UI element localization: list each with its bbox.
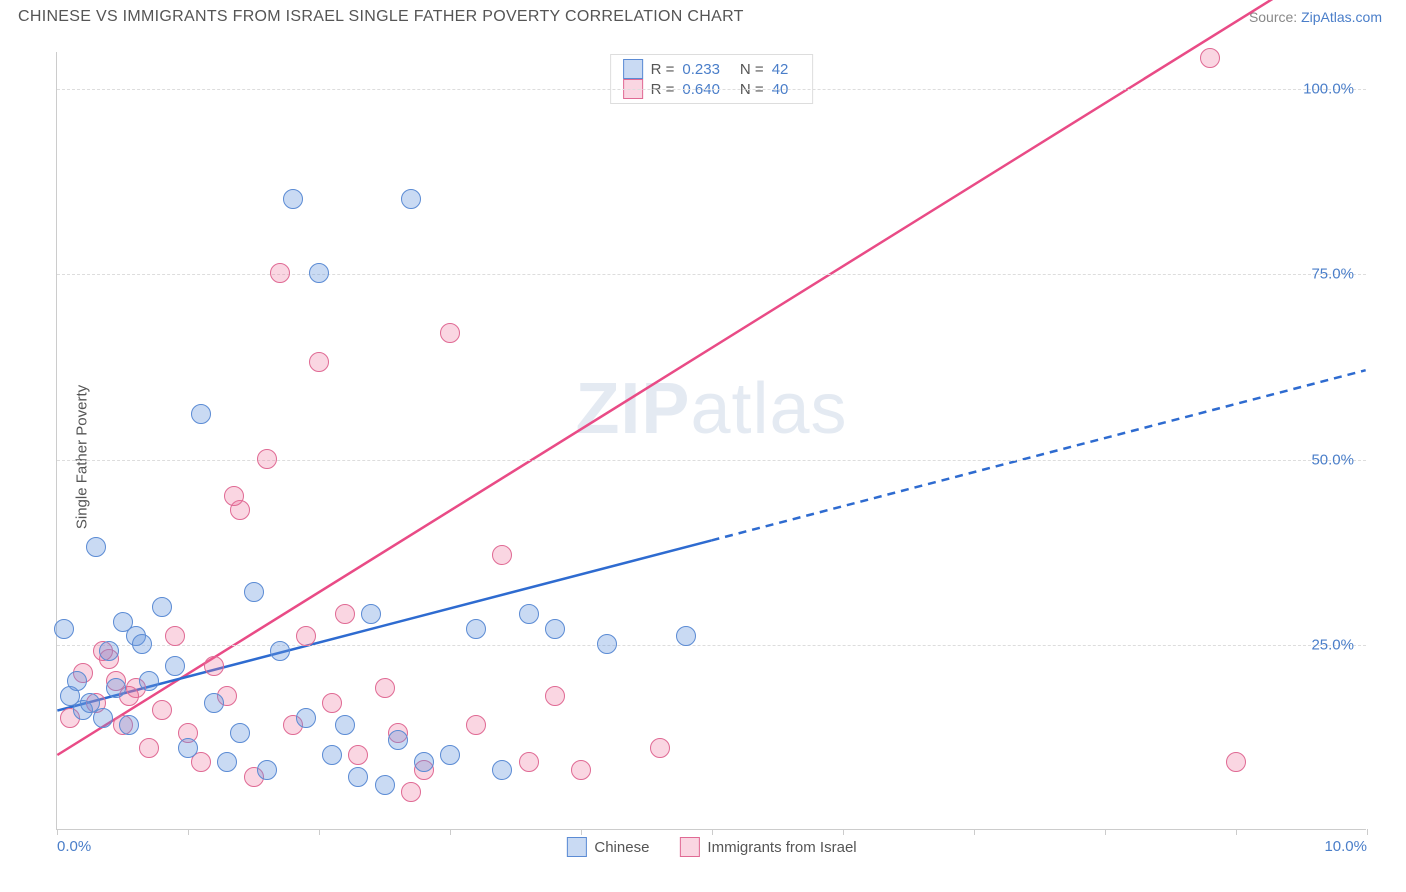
point-chinese [54,619,74,639]
swatch-chinese-icon [566,837,586,857]
point-israel [401,782,421,802]
point-chinese [348,767,368,787]
point-chinese [93,708,113,728]
gridline [57,274,1366,275]
point-chinese [545,619,565,639]
point-israel [375,678,395,698]
point-chinese [414,752,434,772]
point-israel [492,545,512,565]
point-israel [165,626,185,646]
point-chinese [230,723,250,743]
y-tick-label: 75.0% [1311,266,1354,283]
point-chinese [335,715,355,735]
legend-row-chinese: R = 0.233 N = 42 [623,59,801,79]
point-chinese [67,671,87,691]
point-chinese [388,730,408,750]
point-israel [650,738,670,758]
source-attribution: Source: ZipAtlas.com [1249,9,1382,25]
gridline [57,645,1366,646]
x-tick-mark [712,829,713,835]
x-tick-label: 0.0% [57,838,91,855]
x-tick-label: 10.0% [1324,838,1367,855]
point-chinese [375,775,395,795]
point-israel [335,604,355,624]
point-chinese [86,537,106,557]
point-israel [204,656,224,676]
regression-lines [57,52,1366,829]
x-tick-mark [319,829,320,835]
point-chinese [178,738,198,758]
y-tick-label: 25.0% [1311,636,1354,653]
point-chinese [132,634,152,654]
point-chinese [401,189,421,209]
point-chinese [191,404,211,424]
point-chinese [440,745,460,765]
x-tick-mark [450,829,451,835]
point-chinese [676,626,696,646]
point-israel [348,745,368,765]
point-chinese [492,760,512,780]
y-tick-label: 100.0% [1303,81,1354,98]
point-israel [1200,48,1220,68]
legend-item-chinese: Chinese [566,837,649,857]
point-chinese [119,715,139,735]
x-tick-mark [1105,829,1106,835]
chart-title: CHINESE VS IMMIGRANTS FROM ISRAEL SINGLE… [18,8,744,26]
plot-area: ZIPatlas R = 0.233 N = 42 R = 0.640 N = … [56,52,1366,830]
point-chinese [283,189,303,209]
point-israel [466,715,486,735]
point-israel [270,263,290,283]
chart-container: Single Father Poverty ZIPatlas R = 0.233… [18,42,1388,872]
point-chinese [257,760,277,780]
point-israel [322,693,342,713]
legend-item-israel: Immigrants from Israel [679,837,856,857]
x-tick-mark [188,829,189,835]
point-chinese [139,671,159,691]
y-tick-label: 50.0% [1311,451,1354,468]
point-israel [309,352,329,372]
gridline [57,89,1366,90]
point-israel [440,323,460,343]
point-chinese [361,604,381,624]
point-israel [139,738,159,758]
point-chinese [106,678,126,698]
point-israel [257,449,277,469]
swatch-israel-icon [679,837,699,857]
point-chinese [309,263,329,283]
point-chinese [597,634,617,654]
point-israel [571,760,591,780]
point-israel [224,486,244,506]
point-chinese [165,656,185,676]
x-tick-mark [843,829,844,835]
x-tick-mark [57,829,58,835]
series-legend: Chinese Immigrants from Israel [566,837,856,857]
point-chinese [466,619,486,639]
point-chinese [322,745,342,765]
correlation-legend: R = 0.233 N = 42 R = 0.640 N = 40 [610,54,814,104]
point-chinese [204,693,224,713]
x-tick-mark [1367,829,1368,835]
point-chinese [244,582,264,602]
gridline [57,460,1366,461]
swatch-chinese [623,59,643,79]
point-chinese [296,708,316,728]
point-chinese [99,641,119,661]
x-tick-mark [581,829,582,835]
x-tick-mark [1236,829,1237,835]
x-tick-mark [974,829,975,835]
point-israel [296,626,316,646]
point-israel [545,686,565,706]
source-link[interactable]: ZipAtlas.com [1301,9,1382,25]
point-chinese [152,597,172,617]
point-chinese [519,604,539,624]
point-israel [1226,752,1246,772]
point-israel [519,752,539,772]
point-israel [152,700,172,720]
point-chinese [270,641,290,661]
point-chinese [217,752,237,772]
